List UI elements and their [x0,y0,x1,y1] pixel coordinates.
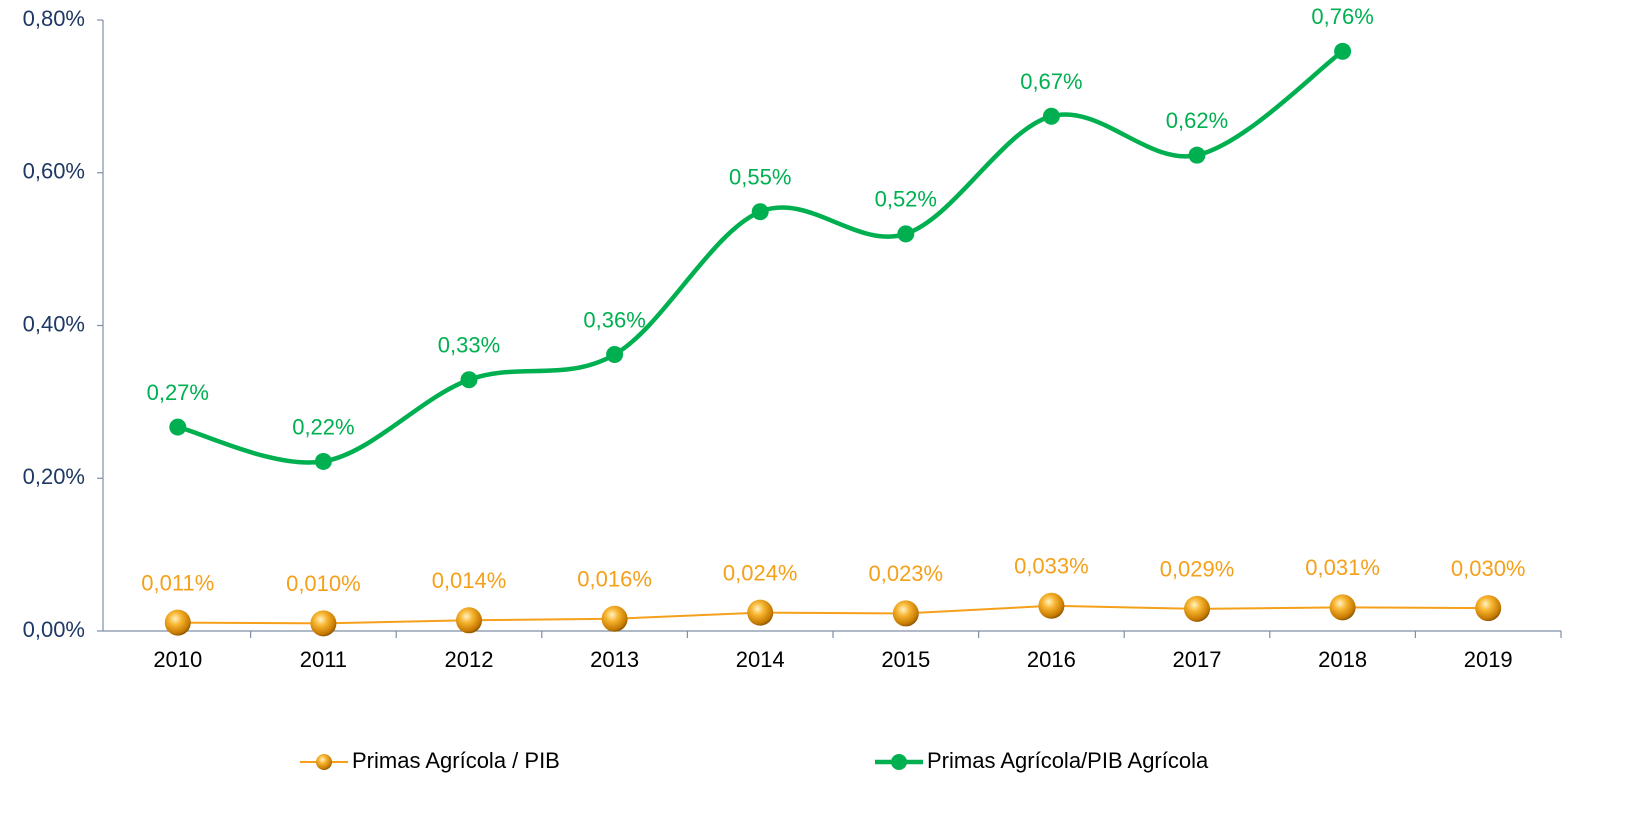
data-label: 0,22% [292,414,354,439]
data-label: 0,024% [723,560,798,585]
y-tick-label: 0,00% [23,617,85,642]
marker [1038,592,1065,619]
y-tick-label: 0,40% [23,311,85,336]
data-label: 0,014% [432,568,507,593]
series-line [177,604,1489,625]
marker [1475,595,1502,622]
y-tick-label: 0,20% [23,464,85,489]
marker [314,452,332,470]
x-tick-label: 2015 [881,647,930,672]
data-label: 0,011% [141,570,214,595]
data-label: 0,030% [1451,556,1526,581]
data-label: 0,55% [729,165,791,190]
legend-label: Primas Agrícola / PIB [352,748,560,773]
data-label: 0,62% [1166,108,1228,133]
marker [1329,594,1356,621]
marker [601,605,628,632]
data-label: 0,029% [1160,557,1235,582]
marker [1188,146,1206,164]
marker [1184,595,1210,622]
data-label: 0,031% [1305,555,1380,580]
data-label: 0,023% [868,561,943,586]
data-label: 0,27% [147,380,209,405]
marker [456,607,482,634]
x-tick-label: 2016 [1027,647,1076,672]
marker [747,599,774,626]
marker [606,346,624,364]
data-label: 0,52% [875,187,937,212]
x-tick-label: 2010 [153,647,202,672]
x-tick-label: 2017 [1173,647,1222,672]
x-tick-label: 2018 [1318,647,1367,672]
marker [897,225,915,243]
marker [460,371,478,389]
x-tick-label: 2013 [590,647,639,672]
data-label: 0,010% [286,571,361,596]
data-label: 0,76% [1311,4,1373,29]
marker [1042,107,1060,125]
x-tick-label: 2011 [300,647,347,672]
y-tick-label: 0,60% [23,159,85,184]
data-label: 0,36% [583,307,645,332]
data-label: 0,67% [1020,69,1082,94]
x-tick-label: 2019 [1464,647,1513,672]
marker [892,600,919,627]
data-label: 0,033% [1014,554,1089,579]
marker [164,609,191,636]
marker [169,418,187,436]
y-tick-label: 0,80% [23,6,85,31]
data-label: 0,016% [577,567,652,592]
legend-label: Primas Agrícola/PIB Agrícola [927,748,1209,773]
marker [310,610,337,637]
x-tick-label: 2012 [445,647,494,672]
legend-marker [891,754,907,770]
data-label: 0,33% [438,333,500,358]
x-tick-label: 2014 [736,647,785,672]
legend-marker [316,754,332,770]
marker [1334,42,1352,60]
marker [751,203,769,221]
